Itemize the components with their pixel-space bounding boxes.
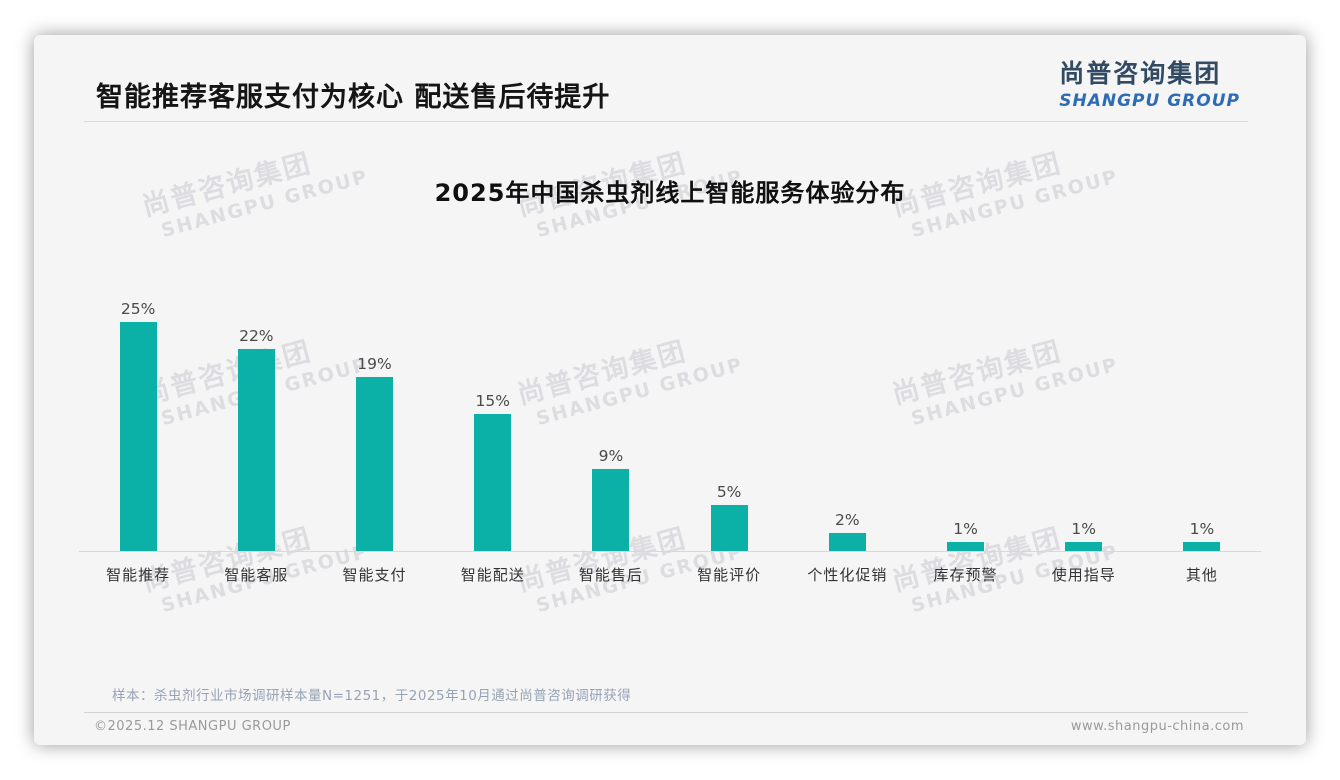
bar-column: 5% — [670, 483, 788, 551]
bar-category-label: 个性化促销 — [807, 566, 888, 584]
bar-value-label: 22% — [239, 327, 274, 345]
bar-value-label: 5% — [716, 483, 742, 501]
bar — [710, 505, 748, 551]
bar — [592, 469, 630, 551]
bar-category-label: 智能售后 — [578, 566, 643, 584]
x-axis-line — [79, 551, 1261, 552]
logo-english-text: SHANGPU GROUP — [1059, 91, 1240, 111]
bar-category-label: 智能评价 — [697, 566, 762, 584]
bar-category-label: 使用指导 — [1051, 566, 1116, 584]
bar — [1183, 542, 1221, 551]
bar — [356, 377, 393, 551]
bar — [828, 533, 866, 551]
bar-category-label: 库存预警 — [933, 566, 998, 584]
bar-column: 1% — [1025, 520, 1143, 551]
bar-value-label: 15% — [475, 392, 510, 410]
footer: ©2025.12 SHANGPU GROUP www.shangpu-china… — [94, 719, 1244, 734]
slide-card: 尚普咨询集团 SHANGPU GROUP 尚普咨询集团 SHANGPU GROUP 尚普… — [34, 35, 1306, 745]
bar-column: 9% — [552, 447, 670, 551]
company-logo: 尚普咨询集团 SHANGPU GROUP — [1059, 54, 1240, 111]
chart-title: 2025年中国杀虫剂线上智能服务体验分布 — [434, 179, 906, 207]
bar-category-label: 智能推荐 — [106, 566, 171, 584]
bar-category-label: 其他 — [1185, 566, 1218, 584]
bar-column: 15% — [434, 392, 552, 551]
bar-value-label: 2% — [835, 511, 860, 529]
x-axis-labels: 智能推荐 智能客服 智能支付 智能配送 智能售后 智能评价 个性化促销 库存预警 使用指导 其他 — [79, 552, 1261, 585]
bar-value-label: 9% — [598, 447, 624, 465]
bar-column: 1% — [906, 520, 1024, 551]
bar-category-label: 智能配送 — [460, 566, 525, 584]
bar-value-label: 25% — [120, 300, 156, 318]
bar-column: 2% — [788, 511, 906, 551]
page-title: 智能推荐客服支付为核心 配送售后待提升 — [96, 82, 611, 113]
website-text: www.shangpu-china.com — [1070, 719, 1244, 734]
bar-value-label: 1% — [1071, 520, 1097, 538]
bar — [947, 542, 985, 551]
bar-column: 19% — [315, 355, 433, 551]
bar — [474, 414, 512, 551]
bar-value-label: 1% — [1189, 520, 1215, 538]
bar-column: 25% — [79, 300, 197, 551]
copyright-text: ©2025.12 SHANGPU GROUP — [94, 719, 291, 734]
bar-value-label: 19% — [357, 355, 392, 373]
bar-category-label: 智能支付 — [342, 566, 407, 584]
sample-note: 样本：杀虫剂行业市场调研样本量N=1251，于2025年10月通过尚普咨询调研获… — [112, 688, 632, 704]
bar-column: 1% — [1143, 520, 1261, 551]
bar-category-label: 智能客服 — [224, 566, 289, 584]
bar-chart: 25% 22% 19% 15% 9% 5% 2% 1% 1% 1% — [79, 291, 1261, 551]
footer-divider — [84, 712, 1248, 713]
bar-value-label: 1% — [953, 520, 978, 538]
bar — [119, 322, 157, 551]
bar — [237, 349, 275, 551]
bar — [1065, 542, 1103, 551]
bar-column: 22% — [197, 327, 315, 551]
header-divider — [84, 121, 1248, 122]
logo-chinese-text: 尚普咨询集团 — [1059, 59, 1222, 88]
